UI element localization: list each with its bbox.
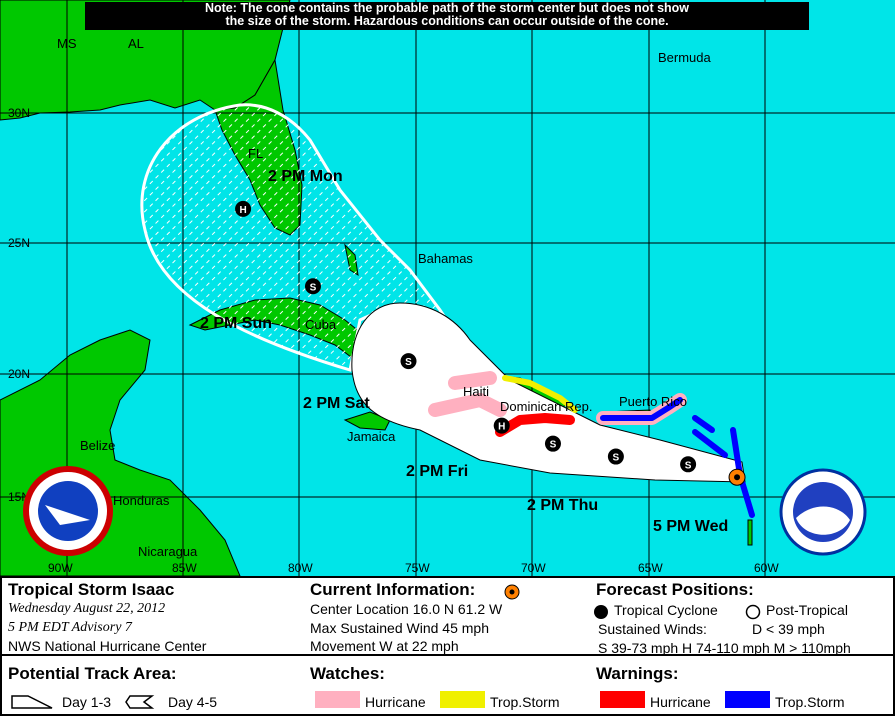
- place-belize: Belize: [80, 438, 116, 453]
- forecast-point-s: [400, 353, 417, 370]
- forecast-point-h: [235, 200, 252, 217]
- time-label-2pm-fri: 2 PM Fri: [406, 463, 469, 480]
- forecast-point-s: [607, 448, 624, 465]
- forecast-point-intensity: S: [550, 440, 557, 451]
- forecast-track: S S S H S S H: [235, 200, 746, 486]
- place-bermuda: Bermuda: [658, 50, 711, 65]
- warnings-title: Warnings:: [596, 664, 679, 683]
- cone-disclaimer: Note: The cone contains the probable pat…: [85, 2, 809, 30]
- place-jamaica: Jamaica: [347, 429, 396, 444]
- lon-label: 70W: [521, 561, 546, 575]
- legend-panel: Tropical Storm Isaac Wednesday August 22…: [0, 576, 895, 716]
- place-puerto-rico: Puerto Rico: [619, 394, 687, 409]
- day-4-5-icon: [125, 695, 155, 709]
- cone-day-1-3: [351, 302, 746, 483]
- hurricane-warning-dr-south: [495, 413, 575, 437]
- forecast-point-s: [304, 278, 321, 295]
- hurricane-watch-haiti: [428, 371, 507, 417]
- cone-day-4-5: [140, 103, 462, 372]
- place-ms: MS: [57, 36, 77, 51]
- post-tropical-icon: [745, 604, 761, 620]
- lesser-antilles: [747, 519, 753, 546]
- shm-scale: S 39-73 mph H 74-110 mph M > 110mph: [598, 640, 851, 656]
- ts-watch-label: Trop.Storm: [490, 694, 560, 710]
- time-label-2pm-sun: 2 PM Sun: [200, 315, 273, 332]
- hurricane-watch-label: Hurricane: [365, 694, 426, 710]
- advisory-number: 5 PM EDT Advisory 7: [8, 620, 132, 635]
- place-cuba: Cuba: [305, 317, 337, 332]
- map: S S S H S S H Note: The cone contains the prob…: [0, 0, 895, 576]
- note-line-2: the size of the storm. Hazardous conditi…: [225, 14, 669, 28]
- note-line-1: Note: The cone contains the probable pat…: [204, 1, 690, 15]
- forecast-point-intensity: H: [239, 205, 246, 216]
- lon-label: 65W: [638, 561, 663, 575]
- ts-warning-swatch: [725, 691, 770, 708]
- place-nicaragua: Nicaragua: [138, 544, 198, 559]
- time-label-2pm-mon: 2 PM Mon: [268, 168, 343, 185]
- track-area-icons: [11, 695, 155, 709]
- jamaica: [343, 411, 391, 431]
- current-center-icon: [504, 584, 520, 600]
- lat-label: 25N: [8, 236, 31, 250]
- lon-label: 80W: [288, 561, 313, 575]
- mexico-central-america: [0, 329, 241, 576]
- ts-warning-label: Trop.Storm: [775, 694, 845, 710]
- tropical-cyclone-icon: [594, 605, 608, 619]
- place-bahamas: Bahamas: [418, 251, 473, 266]
- day-1-3-label: Day 1-3: [62, 694, 112, 710]
- watches-title: Watches:: [310, 664, 385, 683]
- forecast-point-intensity: S: [685, 460, 692, 471]
- ts-warning-puerto-rico-inner: [600, 397, 683, 421]
- ts-warning-leeward-2: [692, 429, 728, 458]
- lon-label: 60W: [754, 561, 779, 575]
- lon-label: 75W: [405, 561, 430, 575]
- lat-label: 15N: [8, 490, 31, 504]
- max-wind: Max Sustained Wind 45 mph: [310, 620, 489, 636]
- day-4-5-label: Day 4-5: [168, 694, 218, 710]
- hurricane-warning-swatch: [600, 691, 645, 708]
- current-info-title: Current Information:: [310, 580, 476, 599]
- post-tropical-label: Post-Tropical: [766, 602, 848, 618]
- track-area-title: Potential Track Area:: [8, 664, 177, 683]
- sustained-winds-label: Sustained Winds:: [598, 621, 707, 637]
- forecast-positions-title: Forecast Positions:: [596, 580, 754, 599]
- forecast-point-s: [544, 435, 561, 452]
- advisory-date: Wednesday August 22, 2012: [8, 601, 166, 616]
- ts-watch-swatch: [440, 691, 485, 708]
- time-label-5pm-wed: 5 PM Wed: [653, 518, 729, 535]
- hurricane-warning-label: Hurricane: [650, 694, 711, 710]
- forecast-point-intensity: S: [613, 453, 620, 464]
- d-scale: D < 39 mph: [752, 621, 825, 637]
- forecast-point-s: [680, 456, 697, 473]
- current-position-dot: [734, 474, 741, 481]
- time-label-2pm-thu: 2 PM Thu: [527, 497, 599, 514]
- day-1-3-icon: [11, 695, 53, 709]
- forecast-point-intensity: S: [310, 282, 317, 293]
- hurricane-watch-swatch: [315, 691, 360, 708]
- lat-label: 20N: [8, 367, 31, 381]
- time-label-2pm-sat: 2 PM Sat: [303, 395, 370, 412]
- lon-label: 90W: [48, 561, 73, 575]
- place-al: AL: [128, 36, 144, 51]
- place-dominican-rep: Dominican Rep.: [500, 399, 593, 414]
- divider: [2, 654, 893, 656]
- map-canvas: S S S H S S H: [0, 0, 895, 576]
- forecast-point-intensity: S: [405, 357, 412, 368]
- center-location: Center Location 16.0 N 61.2 W: [310, 601, 503, 617]
- place-honduras: Honduras: [113, 493, 170, 508]
- ts-warning-leeward-1: [692, 415, 715, 433]
- storm-name: Tropical Storm Isaac: [8, 580, 175, 599]
- forecast-point-h: [493, 417, 510, 434]
- ts-watch-dr-north: [502, 375, 578, 413]
- lon-label: 85W: [172, 561, 197, 575]
- tropical-cyclone-label: Tropical Cyclone: [614, 602, 718, 618]
- forecast-point-intensity: H: [498, 422, 505, 433]
- place-fl: FL: [248, 146, 264, 161]
- place-haiti: Haiti: [463, 384, 490, 399]
- lat-label: 30N: [8, 106, 31, 120]
- agency: NWS National Hurricane Center: [8, 638, 207, 654]
- movement: Movement W at 22 mph: [310, 638, 459, 654]
